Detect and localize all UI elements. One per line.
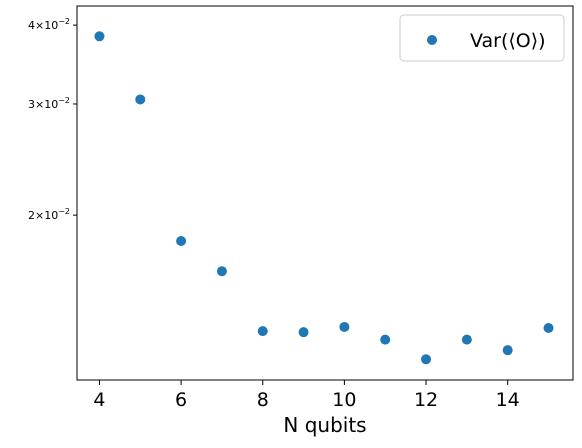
legend-label: Var(⟨O⟩) <box>470 30 546 52</box>
y-tick-base: 4 <box>28 19 35 32</box>
data-point <box>135 94 146 105</box>
data-point <box>298 327 309 338</box>
y-tick-times: ×10 <box>35 209 58 222</box>
data-points <box>94 31 554 365</box>
data-point <box>543 322 554 333</box>
y-tick-exponent: −2 <box>58 17 70 26</box>
data-point <box>176 235 187 246</box>
x-tick-label: 6 <box>175 389 187 411</box>
y-tick-exponent: −2 <box>58 207 70 216</box>
x-tick-label: 10 <box>332 389 356 411</box>
data-point <box>94 31 105 42</box>
y-tick-label: 3×10−2 <box>28 96 70 111</box>
data-point <box>216 266 227 277</box>
y-tick-label: 4×10−2 <box>28 17 70 32</box>
data-point <box>502 345 513 356</box>
y-tick-times: ×10 <box>35 98 58 111</box>
data-point <box>257 326 268 337</box>
x-tick-label: 4 <box>93 389 105 411</box>
legend-marker <box>427 35 437 45</box>
data-point <box>380 334 391 345</box>
data-point <box>421 354 432 365</box>
data-point <box>339 321 350 332</box>
x-tick-label: 14 <box>496 389 520 411</box>
plot-frame <box>76 5 574 381</box>
x-axis-label: N qubits <box>283 413 366 437</box>
y-tick-label: 2×10−2 <box>28 207 70 222</box>
data-point <box>461 334 472 345</box>
y-tick-exponent: −2 <box>58 96 70 105</box>
legend: Var(⟨O⟩) <box>399 14 565 62</box>
legend-box <box>399 14 565 62</box>
y-tick-times: ×10 <box>35 19 58 32</box>
x-tick-label: 12 <box>414 389 438 411</box>
y-tick-base: 3 <box>28 98 35 111</box>
axes: 4 6 8 10 12 144×10−23×10−22×10−2N qubits <box>28 5 574 437</box>
x-tick-label: 8 <box>257 389 269 411</box>
y-tick-base: 2 <box>28 209 35 222</box>
